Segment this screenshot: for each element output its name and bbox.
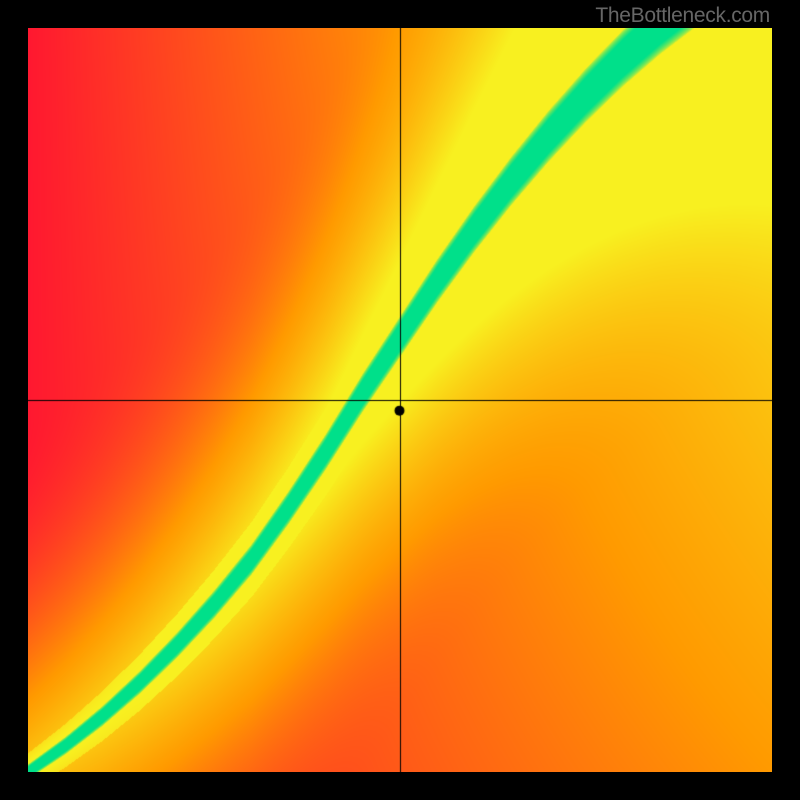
chart-container: { "watermark": { "text": "TheBottleneck.… [0, 0, 800, 800]
watermark-text: TheBottleneck.com [595, 4, 770, 28]
bottleneck-heatmap [28, 28, 772, 772]
